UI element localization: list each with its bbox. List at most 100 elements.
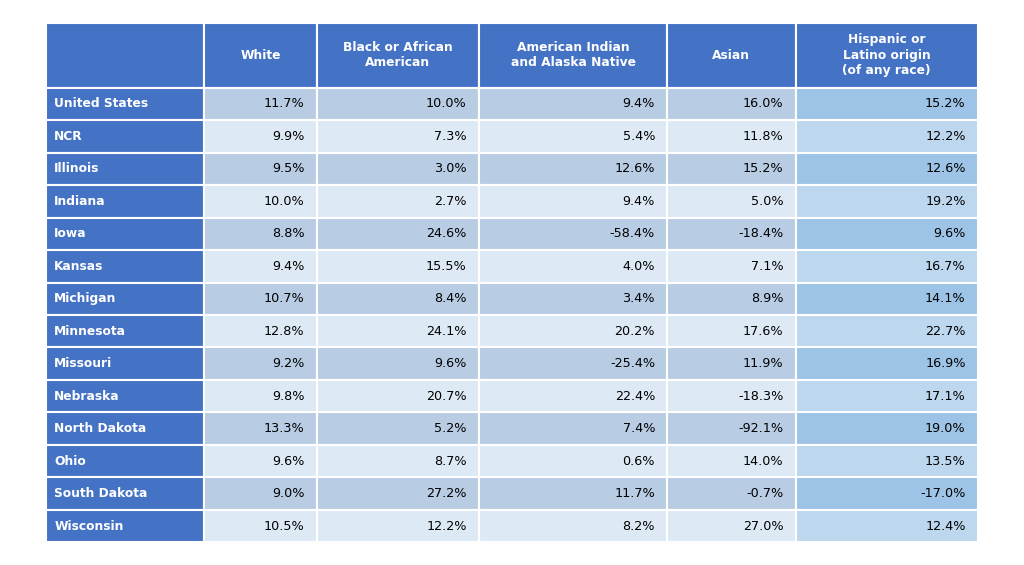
Text: 10.7%: 10.7% bbox=[263, 292, 304, 305]
FancyBboxPatch shape bbox=[205, 510, 316, 542]
Text: 2.7%: 2.7% bbox=[434, 195, 467, 208]
Text: 9.0%: 9.0% bbox=[271, 487, 304, 500]
Text: 15.5%: 15.5% bbox=[426, 260, 467, 273]
Text: -0.7%: -0.7% bbox=[746, 487, 783, 500]
FancyBboxPatch shape bbox=[796, 380, 978, 412]
FancyBboxPatch shape bbox=[205, 185, 316, 218]
FancyBboxPatch shape bbox=[46, 218, 205, 250]
Text: American Indian
and Alaska Native: American Indian and Alaska Native bbox=[511, 41, 636, 69]
Text: 9.4%: 9.4% bbox=[272, 260, 304, 273]
Text: 9.4%: 9.4% bbox=[623, 195, 655, 208]
Text: 16.9%: 16.9% bbox=[925, 357, 966, 370]
FancyBboxPatch shape bbox=[668, 347, 796, 380]
Text: Hispanic or
Latino origin
(of any race): Hispanic or Latino origin (of any race) bbox=[843, 33, 931, 77]
Text: 0.6%: 0.6% bbox=[623, 455, 655, 468]
FancyBboxPatch shape bbox=[46, 282, 205, 315]
FancyBboxPatch shape bbox=[479, 445, 668, 477]
FancyBboxPatch shape bbox=[668, 23, 796, 88]
FancyBboxPatch shape bbox=[796, 315, 978, 347]
Text: 14.0%: 14.0% bbox=[742, 455, 783, 468]
Text: 19.2%: 19.2% bbox=[925, 195, 966, 208]
Text: 8.7%: 8.7% bbox=[434, 455, 467, 468]
FancyBboxPatch shape bbox=[316, 282, 479, 315]
FancyBboxPatch shape bbox=[668, 88, 796, 120]
Text: 24.1%: 24.1% bbox=[426, 325, 467, 338]
FancyBboxPatch shape bbox=[316, 445, 479, 477]
FancyBboxPatch shape bbox=[205, 445, 316, 477]
FancyBboxPatch shape bbox=[316, 510, 479, 542]
FancyBboxPatch shape bbox=[205, 315, 316, 347]
Text: 7.3%: 7.3% bbox=[434, 130, 467, 143]
FancyBboxPatch shape bbox=[316, 153, 479, 185]
FancyBboxPatch shape bbox=[796, 120, 978, 153]
FancyBboxPatch shape bbox=[316, 23, 479, 88]
Text: -92.1%: -92.1% bbox=[738, 422, 783, 435]
Text: 9.2%: 9.2% bbox=[272, 357, 304, 370]
Text: White: White bbox=[241, 49, 281, 62]
Text: -18.3%: -18.3% bbox=[738, 390, 783, 403]
Text: 24.6%: 24.6% bbox=[426, 227, 467, 240]
FancyBboxPatch shape bbox=[796, 347, 978, 380]
FancyBboxPatch shape bbox=[668, 380, 796, 412]
FancyBboxPatch shape bbox=[316, 347, 479, 380]
FancyBboxPatch shape bbox=[316, 88, 479, 120]
Text: 13.3%: 13.3% bbox=[263, 422, 304, 435]
Text: 17.1%: 17.1% bbox=[925, 390, 966, 403]
FancyBboxPatch shape bbox=[668, 510, 796, 542]
FancyBboxPatch shape bbox=[316, 250, 479, 282]
FancyBboxPatch shape bbox=[796, 23, 978, 88]
Text: 9.8%: 9.8% bbox=[271, 390, 304, 403]
Text: 10.0%: 10.0% bbox=[426, 97, 467, 110]
Text: 17.6%: 17.6% bbox=[742, 325, 783, 338]
Text: NCR: NCR bbox=[54, 130, 83, 143]
Text: 5.4%: 5.4% bbox=[623, 130, 655, 143]
Text: 11.9%: 11.9% bbox=[742, 357, 783, 370]
FancyBboxPatch shape bbox=[46, 88, 205, 120]
Text: 12.4%: 12.4% bbox=[925, 520, 966, 533]
FancyBboxPatch shape bbox=[796, 445, 978, 477]
Text: 12.8%: 12.8% bbox=[264, 325, 304, 338]
FancyBboxPatch shape bbox=[46, 380, 205, 412]
Text: 8.8%: 8.8% bbox=[271, 227, 304, 240]
FancyBboxPatch shape bbox=[796, 88, 978, 120]
FancyBboxPatch shape bbox=[205, 120, 316, 153]
Text: 27.0%: 27.0% bbox=[742, 520, 783, 533]
Text: 22.7%: 22.7% bbox=[925, 325, 966, 338]
Text: 12.6%: 12.6% bbox=[614, 162, 655, 175]
FancyBboxPatch shape bbox=[479, 250, 668, 282]
FancyBboxPatch shape bbox=[46, 185, 205, 218]
Text: 12.2%: 12.2% bbox=[426, 520, 467, 533]
Text: 10.5%: 10.5% bbox=[263, 520, 304, 533]
FancyBboxPatch shape bbox=[668, 477, 796, 510]
FancyBboxPatch shape bbox=[46, 315, 205, 347]
Text: 13.5%: 13.5% bbox=[925, 455, 966, 468]
Text: 9.9%: 9.9% bbox=[272, 130, 304, 143]
FancyBboxPatch shape bbox=[46, 120, 205, 153]
Text: 7.4%: 7.4% bbox=[623, 422, 655, 435]
Text: 8.2%: 8.2% bbox=[623, 520, 655, 533]
FancyBboxPatch shape bbox=[205, 250, 316, 282]
FancyBboxPatch shape bbox=[205, 347, 316, 380]
Text: 15.2%: 15.2% bbox=[742, 162, 783, 175]
FancyBboxPatch shape bbox=[46, 250, 205, 282]
Text: 8.4%: 8.4% bbox=[434, 292, 467, 305]
FancyBboxPatch shape bbox=[46, 445, 205, 477]
FancyBboxPatch shape bbox=[479, 412, 668, 445]
Text: North Dakota: North Dakota bbox=[54, 422, 146, 435]
FancyBboxPatch shape bbox=[796, 477, 978, 510]
FancyBboxPatch shape bbox=[316, 185, 479, 218]
FancyBboxPatch shape bbox=[796, 250, 978, 282]
FancyBboxPatch shape bbox=[479, 315, 668, 347]
Text: Illinois: Illinois bbox=[54, 162, 99, 175]
FancyBboxPatch shape bbox=[46, 153, 205, 185]
FancyBboxPatch shape bbox=[479, 153, 668, 185]
FancyBboxPatch shape bbox=[796, 153, 978, 185]
Text: 12.6%: 12.6% bbox=[925, 162, 966, 175]
FancyBboxPatch shape bbox=[668, 218, 796, 250]
Text: Michigan: Michigan bbox=[54, 292, 117, 305]
FancyBboxPatch shape bbox=[796, 218, 978, 250]
FancyBboxPatch shape bbox=[479, 477, 668, 510]
FancyBboxPatch shape bbox=[205, 477, 316, 510]
FancyBboxPatch shape bbox=[479, 23, 668, 88]
FancyBboxPatch shape bbox=[479, 282, 668, 315]
